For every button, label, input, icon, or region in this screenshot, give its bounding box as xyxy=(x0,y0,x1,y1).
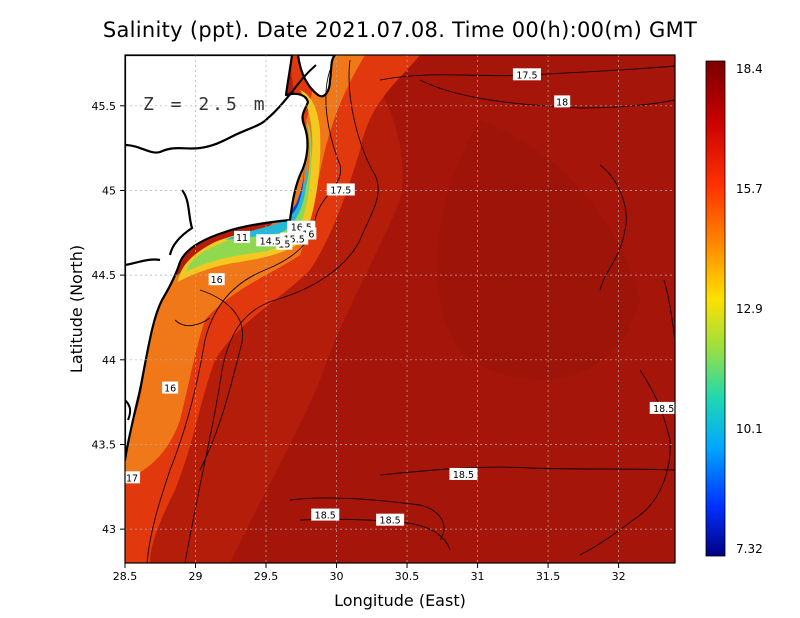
contour-label: 11 xyxy=(236,233,248,244)
x-tick-label: 28.5 xyxy=(113,570,138,583)
colorbar-tick-label: 10.1 xyxy=(736,422,763,436)
contour-label-box xyxy=(649,401,675,414)
x-tick-label: 30.5 xyxy=(395,570,420,583)
contour-label-box xyxy=(554,95,571,108)
contour-label: 14.5 xyxy=(260,236,281,247)
contour-label: 16 xyxy=(211,275,223,286)
contour-label: 16 xyxy=(164,384,176,395)
contour-labels: 17.51817.516.51615.51514.51116161718.518… xyxy=(125,68,675,527)
x-tick-label: 29 xyxy=(189,570,203,583)
y-tick-label: 43 xyxy=(102,523,116,536)
map-title: Salinity (ppt). Date 2021.07.08. Time 00… xyxy=(102,18,698,42)
contour-label-box xyxy=(326,183,355,196)
contour-label: 18.5 xyxy=(453,470,474,481)
border-line xyxy=(125,399,132,421)
x-tick-label: 32 xyxy=(612,570,626,583)
contour-label-box xyxy=(449,467,478,480)
colorbar xyxy=(705,60,726,557)
contour-label-box xyxy=(512,68,541,81)
contour-label-box xyxy=(125,471,141,484)
map-plot-area: 17.51817.516.51615.51514.51116161718.518… xyxy=(125,55,675,563)
border-line xyxy=(168,189,194,256)
contour-label-box xyxy=(234,230,251,243)
x-axis-ticks: 28.5 29 29.5 30 30.5 31 31.5 32 xyxy=(113,563,626,583)
depth-label: Z = 2.5 m xyxy=(143,94,268,115)
contour-label: 18.5 xyxy=(653,404,674,415)
contour-label-box xyxy=(256,234,285,247)
contour-label: 17.5 xyxy=(516,70,537,81)
grid-lines xyxy=(125,55,675,563)
border-line xyxy=(289,64,317,96)
x-axis-label: Longitude (East) xyxy=(334,591,466,610)
contour-label-box xyxy=(162,381,179,394)
colorbar-tick-label: 7.32 xyxy=(736,542,763,556)
contour-label: 15.5 xyxy=(284,235,305,246)
contour-label-box xyxy=(311,508,340,521)
y-tick-label: 45.5 xyxy=(92,100,117,113)
y-tick-label: 44.5 xyxy=(92,269,117,282)
y-axis-label: Latitude (North) xyxy=(67,245,86,373)
x-tick-label: 29.5 xyxy=(254,570,279,583)
colorbar-tick-label: 18.4 xyxy=(736,62,763,76)
contour-label: 17.5 xyxy=(330,185,351,196)
border-line xyxy=(125,258,161,267)
x-tick-label: 30 xyxy=(330,570,344,583)
y-axis-ticks: 43 43.5 44 44.5 45 45.5 xyxy=(92,100,125,536)
nearshore-band xyxy=(125,55,420,563)
y-tick-label: 43.5 xyxy=(92,438,117,451)
contour-label-box xyxy=(376,513,405,526)
x-tick-label: 31 xyxy=(471,570,485,583)
colorbar-tick-label: 12.9 xyxy=(736,302,763,316)
plume-blue xyxy=(276,160,305,222)
land-mass xyxy=(125,55,310,462)
offshore-core xyxy=(437,120,640,380)
contour-label-box xyxy=(208,273,225,286)
y-tick-label: 44 xyxy=(102,354,116,367)
contour-label: 16 xyxy=(302,229,314,240)
contour-label: 17 xyxy=(126,473,138,484)
contour-label: 18 xyxy=(556,97,568,108)
colorbar-ticks: 18.4 15.7 12.9 10.1 7.32 xyxy=(736,62,763,556)
plot-frame xyxy=(124,54,676,564)
colorbar-tick-label: 15.7 xyxy=(736,182,763,196)
contour-label: 18.5 xyxy=(315,511,336,522)
border-line xyxy=(125,91,293,154)
contour-label: 18.5 xyxy=(380,516,401,527)
y-tick-label: 45 xyxy=(102,184,116,197)
x-tick-label: 31.5 xyxy=(536,570,561,583)
contour-label: 15 xyxy=(278,240,290,251)
